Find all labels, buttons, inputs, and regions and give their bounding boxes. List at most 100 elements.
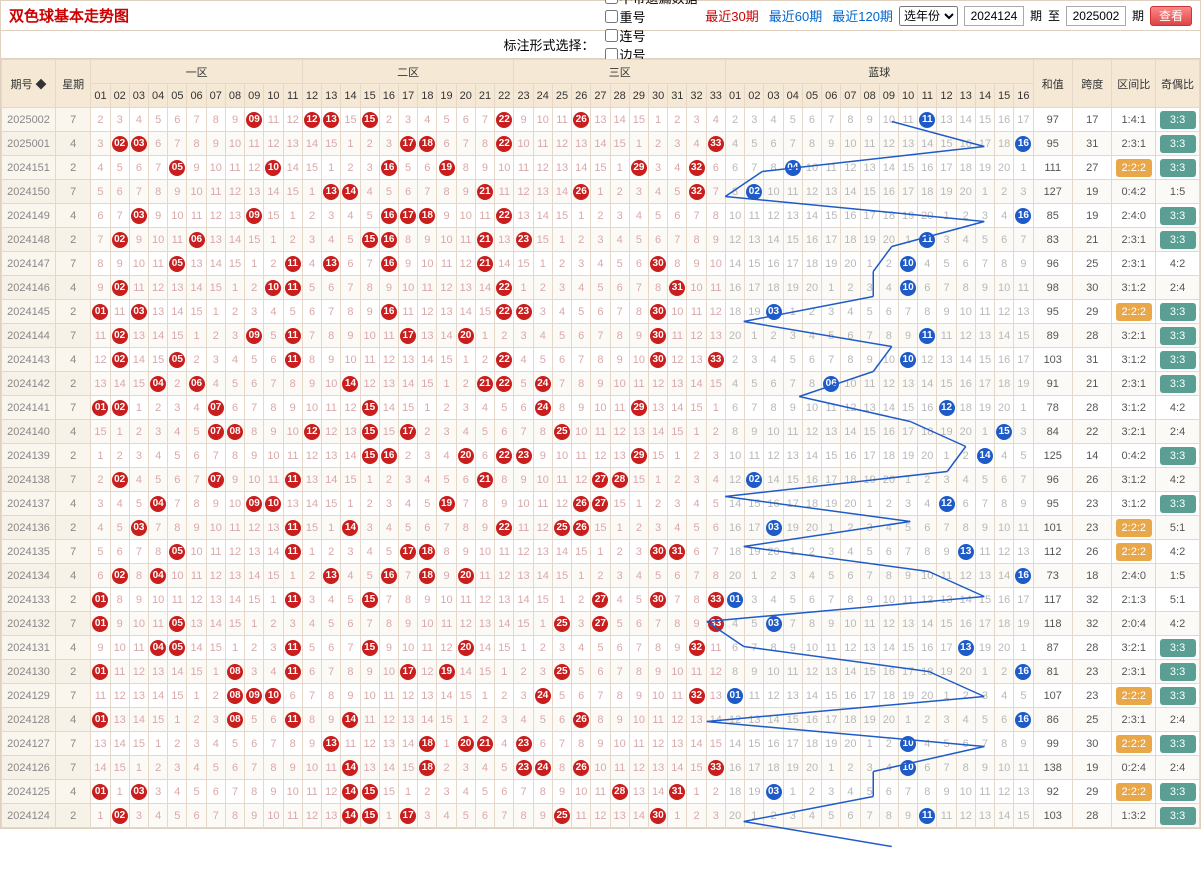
miss-blue-cell: 20 [879,468,898,492]
miss-blue-cell: 14 [995,804,1014,828]
miss-cell: 8 [341,300,360,324]
red-ball-cell: 27 [591,492,610,516]
miss-blue-cell: 20 [841,492,860,516]
miss-cell: 14 [648,780,667,804]
miss-blue-cell: 9 [1014,492,1033,516]
miss-cell: 7 [322,300,341,324]
miss-cell: 1 [91,444,110,468]
miss-cell: 13 [533,180,552,204]
hdr-red-num: 10 [264,84,283,108]
miss-cell: 8 [610,684,629,708]
period-link[interactable]: 最近30期 [705,9,758,24]
red-ball-cell: 03 [129,516,148,540]
miss-blue-cell: 12 [995,300,1014,324]
period-link[interactable]: 最近60期 [769,9,822,24]
miss-blue-cell: 7 [1014,228,1033,252]
cell-week: 2 [56,300,91,324]
cell-week: 7 [56,180,91,204]
period-to-input[interactable] [1066,6,1126,26]
cell-span: 25 [1072,252,1111,276]
miss-cell: 2 [379,468,398,492]
red-ball-cell: 30 [648,540,667,564]
red-ball-cell: 26 [572,516,591,540]
red-ball-cell: 22 [495,276,514,300]
cell-week: 2 [56,804,91,828]
cell-odd-even: 4:2 [1156,540,1200,564]
miss-cell: 3 [572,252,591,276]
miss-blue-cell: 3 [860,516,879,540]
miss-cell: 11 [206,540,225,564]
miss-blue-cell: 6 [995,468,1014,492]
miss-blue-cell: 10 [956,780,975,804]
blue-ball-cell: 03 [764,516,783,540]
miss-cell: 6 [91,204,110,228]
cell-zone-ratio: 2:2:2 [1112,156,1156,180]
miss-blue-cell: 12 [764,204,783,228]
miss-blue-cell: 18 [802,252,821,276]
miss-cell: 9 [129,228,148,252]
view-button[interactable]: 查看 [1150,6,1192,26]
miss-cell: 14 [379,396,398,420]
miss-cell: 2 [572,588,591,612]
hdr-red-num: 14 [341,84,360,108]
miss-blue-cell: 16 [764,252,783,276]
miss-cell: 13 [648,396,667,420]
hdr-red-num: 29 [629,84,648,108]
miss-blue-cell: 1 [822,276,841,300]
miss-blue-cell: 16 [802,708,821,732]
miss-blue-cell: 1 [860,492,879,516]
option-checkbox[interactable]: 重号 [605,7,698,26]
period-link[interactable]: 最近120期 [832,9,893,24]
cell-odd-even: 3:3 [1156,228,1200,252]
miss-cell: 15 [302,516,321,540]
miss-cell: 6 [456,108,475,132]
red-ball-cell: 16 [379,444,398,468]
red-ball-cell: 17 [399,540,418,564]
miss-cell: 10 [399,276,418,300]
red-ball-cell: 21 [475,228,494,252]
miss-cell: 11 [399,300,418,324]
cell-span: 19 [1072,204,1111,228]
miss-blue-cell: 1 [822,516,841,540]
hdr-red-num: 27 [591,84,610,108]
blue-ball-cell: 03 [764,300,783,324]
miss-cell: 13 [706,684,725,708]
red-ball-cell: 15 [360,780,379,804]
cell-period: 2024142 [2,372,56,396]
miss-blue-cell: 8 [726,180,745,204]
period-from-input[interactable] [964,6,1024,26]
miss-cell: 13 [129,684,148,708]
option-checkbox[interactable]: 连号 [605,26,698,45]
hdr-red-num: 06 [187,84,206,108]
miss-cell: 12 [475,588,494,612]
miss-blue-cell: 18 [956,396,975,420]
miss-cell: 9 [322,348,341,372]
miss-cell: 9 [668,636,687,660]
miss-blue-cell: 18 [802,732,821,756]
miss-cell: 2 [668,108,687,132]
miss-cell: 11 [591,420,610,444]
red-ball-cell: 15 [360,588,379,612]
miss-blue-cell: 7 [783,132,802,156]
cell-zone-ratio: 3:1:2 [1112,276,1156,300]
red-ball-cell: 31 [668,780,687,804]
miss-cell: 5 [456,804,475,828]
miss-cell: 4 [687,132,706,156]
blue-ball-cell: 10 [898,732,917,756]
miss-blue-cell: 4 [956,468,975,492]
miss-cell: 5 [648,204,667,228]
year-select[interactable]: 选年份 [899,6,958,26]
red-ball-cell: 01 [91,708,110,732]
red-ball-cell: 09 [245,492,264,516]
miss-cell: 1 [437,732,456,756]
red-ball-cell: 17 [399,132,418,156]
miss-cell: 2 [264,252,283,276]
miss-blue-cell: 1 [1014,156,1033,180]
miss-cell: 8 [456,516,475,540]
miss-blue-cell: 6 [879,300,898,324]
miss-blue-cell: 14 [802,204,821,228]
miss-cell: 11 [610,396,629,420]
miss-cell: 12 [648,732,667,756]
miss-cell: 1 [591,180,610,204]
red-ball-cell: 13 [322,732,341,756]
